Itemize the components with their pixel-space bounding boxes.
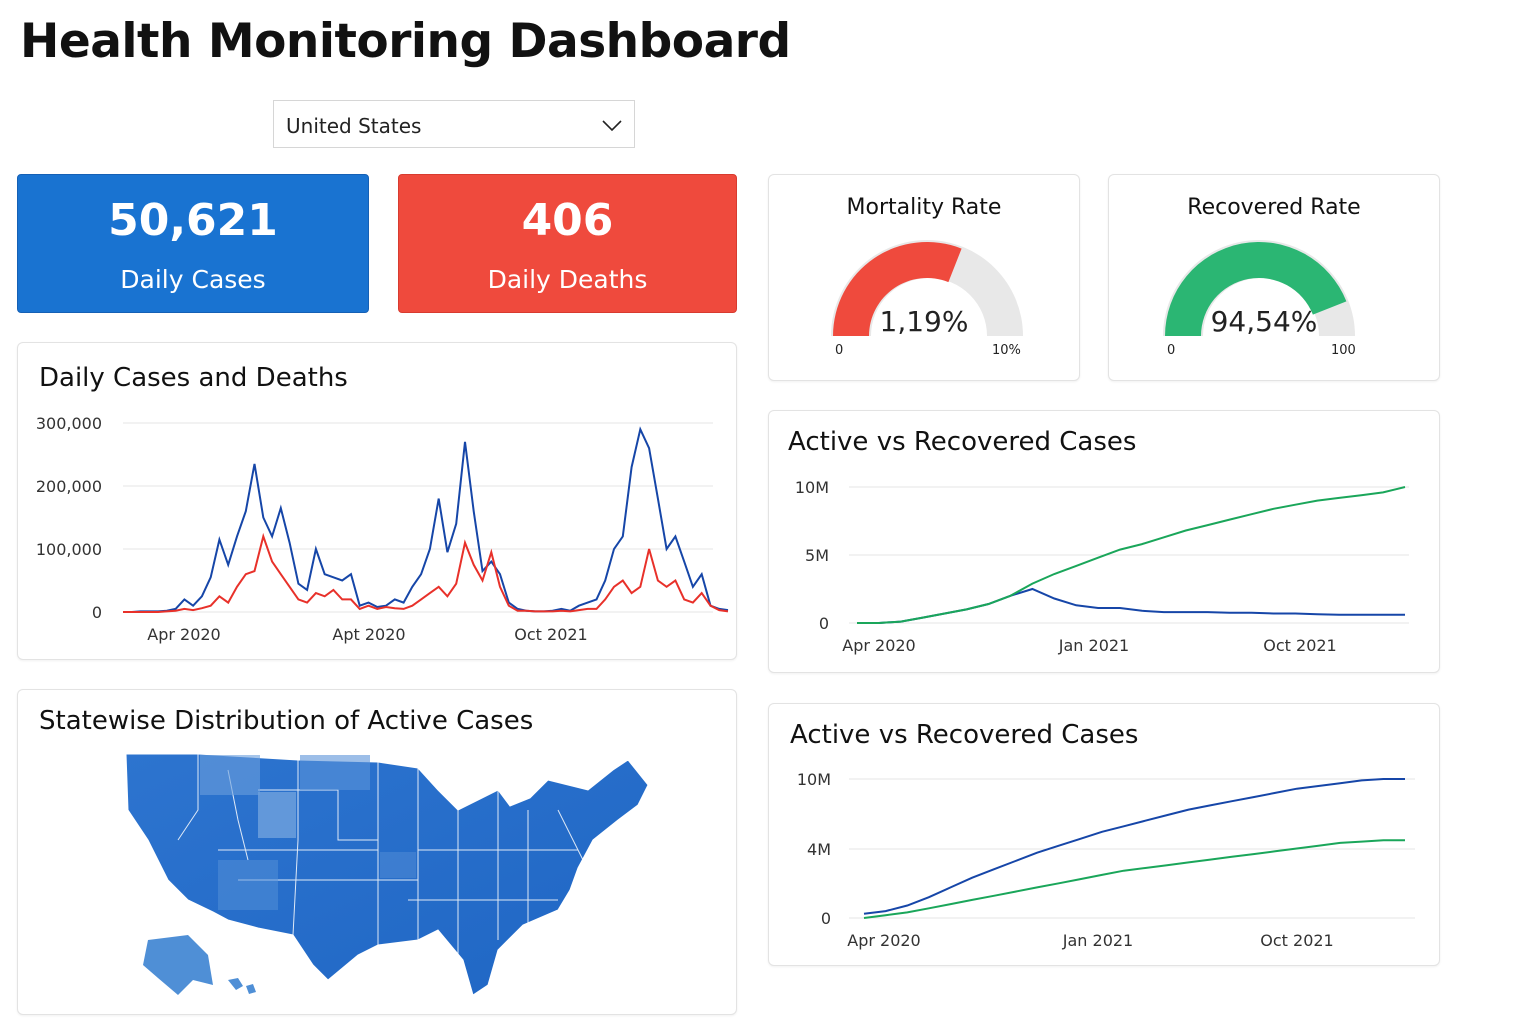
daily-deaths-label: Daily Deaths: [487, 265, 648, 294]
gauge-fill: [1165, 242, 1347, 336]
mortality-rate-card: Mortality Rate 1,19% 0 10%: [768, 174, 1080, 381]
mortality-rate-gauge: [831, 240, 1023, 336]
y-tick-label: 0: [819, 614, 829, 633]
series-line-2: [857, 486, 1406, 624]
daily-chart-title: Daily Cases and Deaths: [39, 363, 348, 393]
x-tick-label: Jan 2021: [1062, 931, 1133, 950]
daily-cases-label: Daily Cases: [120, 265, 266, 294]
active-chart-1-card: Active vs Recovered Cases 10M 5M 0 Apr 2…: [768, 410, 1440, 673]
y-tick-label: 200,000: [36, 477, 102, 496]
region-highlight: [200, 755, 260, 795]
page-title: Health Monitoring Dashboard: [20, 14, 791, 69]
x-tick-label: Oct 2021: [1260, 931, 1333, 950]
x-tick-label: Oct 2021: [1263, 636, 1336, 655]
chevron-down-icon: [602, 120, 622, 132]
daily-cases-card: 50,621 Daily Cases: [17, 174, 369, 313]
daily-chart: 300,000 200,000 100,000 0 Apr 2020 Apt 2…: [36, 414, 729, 644]
daily-deaths-card: 406 Daily Deaths: [398, 174, 737, 313]
y-tick-label: 10M: [797, 770, 831, 789]
series-line-2: [863, 839, 1405, 919]
region-highlight: [380, 852, 416, 878]
series-line-2: [123, 532, 729, 613]
series-line-1: [123, 426, 729, 613]
active-chart-1-title: Active vs Recovered Cases: [788, 427, 1137, 457]
map-card: Statewise Distribution of Active Cases: [17, 689, 737, 1015]
active-chart-2-card: Active vs Recovered Cases 10M 4M 0 Apr 2…: [768, 703, 1440, 966]
daily-cases-value: 50,621: [108, 195, 278, 246]
daily-deaths-value: 406: [521, 195, 614, 246]
region-highlight: [258, 792, 296, 838]
y-tick-label: 0: [92, 603, 102, 622]
gauge-fill: [833, 242, 962, 336]
alaska-shape: [143, 935, 213, 995]
country-select-value: United States: [286, 114, 422, 138]
active-chart-2-title: Active vs Recovered Cases: [790, 720, 1139, 750]
active-chart-2: 10M 4M 0 Apr 2020 Jan 2021 Oct 2021: [797, 770, 1415, 950]
daily-chart-card: Daily Cases and Deaths 300,000 200,000 1…: [17, 342, 737, 660]
y-tick-label: 0: [821, 909, 831, 928]
recovered-rate-value: 94,54%: [1210, 305, 1318, 338]
recovered-rate-max: 100: [1331, 343, 1356, 358]
x-tick-label: Oct 2021: [514, 625, 587, 644]
y-tick-label: 300,000: [36, 414, 102, 433]
hawaii-shape: [228, 978, 256, 994]
y-tick-label: 10M: [795, 478, 829, 497]
x-tick-label: Apr 2020: [147, 625, 220, 644]
recovered-rate-card: Recovered Rate 94,54% 0 100: [1108, 174, 1440, 381]
x-tick-label: Apt 2020: [332, 625, 405, 644]
y-tick-label: 5M: [805, 546, 829, 565]
mortality-rate-min: 0: [835, 343, 844, 358]
recovered-rate-gauge: [1163, 240, 1355, 336]
recovered-rate-min: 0: [1167, 343, 1176, 358]
recovered-rate-title: Recovered Rate: [1187, 195, 1361, 220]
series-line-1: [857, 587, 1405, 624]
x-tick-label: Jan 2021: [1058, 636, 1129, 655]
mortality-rate-value: 1,19%: [879, 305, 969, 338]
x-tick-label: Apr 2020: [847, 931, 920, 950]
region-highlight: [300, 755, 370, 790]
y-tick-label: 100,000: [36, 540, 102, 559]
mortality-rate-title: Mortality Rate: [846, 195, 1002, 220]
active-chart-1: 10M 5M 0 Apr 2020 Jan 2021 Oct 2021: [795, 478, 1409, 655]
map-title: Statewise Distribution of Active Cases: [39, 706, 534, 736]
mortality-rate-max: 10%: [992, 343, 1021, 358]
region-highlight: [218, 860, 278, 910]
x-tick-label: Apr 2020: [842, 636, 915, 655]
y-tick-label: 4M: [807, 840, 831, 859]
us-map: [125, 753, 649, 996]
series-line-1: [863, 778, 1405, 915]
country-select[interactable]: United States: [273, 100, 635, 148]
